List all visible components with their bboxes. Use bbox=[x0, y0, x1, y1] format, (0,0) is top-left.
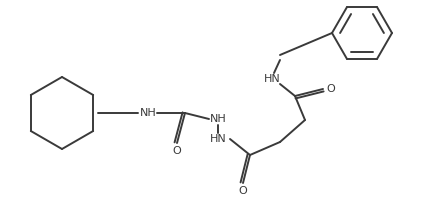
Text: HN: HN bbox=[264, 74, 280, 84]
Text: NH: NH bbox=[139, 108, 156, 118]
Text: O: O bbox=[173, 146, 181, 156]
Text: NH: NH bbox=[210, 114, 226, 124]
Text: O: O bbox=[327, 84, 335, 94]
Text: HN: HN bbox=[210, 134, 226, 144]
Text: O: O bbox=[239, 186, 247, 196]
